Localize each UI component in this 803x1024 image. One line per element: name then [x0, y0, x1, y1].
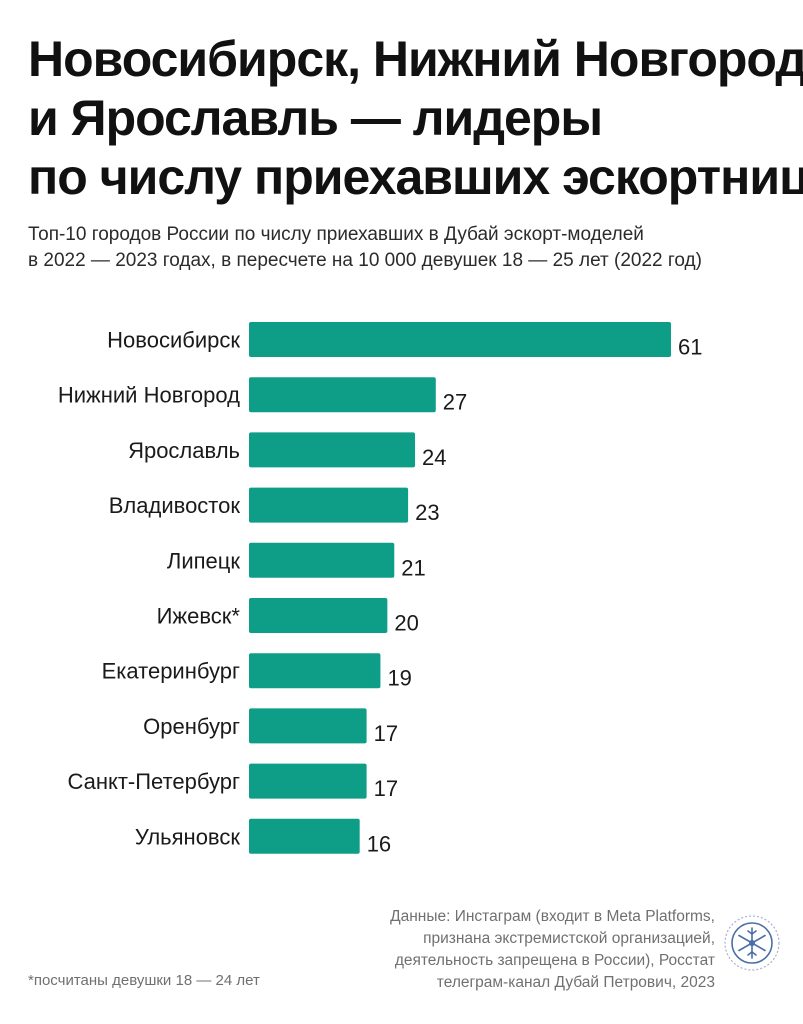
source-line: признана экстремистской организацией, [423, 930, 715, 947]
category-label: Ярославль [128, 438, 240, 463]
bar [249, 322, 671, 357]
value-label: 20 [394, 611, 418, 636]
title-line: Новосибирск, Нижний Новгород [28, 31, 803, 87]
value-label: 17 [374, 721, 398, 746]
bar [249, 653, 381, 689]
value-label: 16 [367, 831, 391, 856]
chart-subtitle: Топ-10 городов России по числу приехавши… [28, 222, 788, 274]
source-note: Данные: Инстаграм (входит в Meta Platfor… [390, 906, 715, 994]
bar [249, 487, 409, 523]
subtitle-line: в 2022 — 2023 годах, в пересчете на 10 0… [28, 250, 702, 271]
title-line: по числу приехавших эскортниц [28, 149, 803, 205]
snowflake-emblem-icon [724, 915, 780, 971]
source-line: деятельность запрещена в России), Росста… [394, 952, 715, 969]
category-label: Санкт-Петербург [67, 769, 240, 794]
bar [249, 708, 367, 744]
value-label: 19 [387, 666, 411, 691]
bar [249, 542, 395, 578]
source-line: телеграм-канал Дубай Петрович, 2023 [436, 974, 715, 991]
value-label: 23 [415, 500, 439, 525]
bar [249, 432, 416, 468]
category-label: Ижевск* [157, 604, 241, 629]
value-label: 21 [401, 555, 425, 580]
category-label: Оренбург [143, 714, 240, 739]
category-label: Новосибирск [107, 328, 240, 353]
footnote: *посчитаны девушки 18 — 24 лет [28, 972, 260, 989]
bar [249, 598, 388, 633]
bar [249, 818, 360, 854]
value-label: 24 [422, 445, 446, 470]
chart-title: Новосибирск, Нижний Новгород и Ярославль… [28, 30, 803, 207]
category-label: Ульяновск [135, 824, 241, 849]
category-label: Нижний Новгород [58, 383, 240, 408]
category-label: Липецк [167, 548, 240, 573]
value-label: 27 [443, 390, 467, 415]
bar [249, 377, 436, 413]
title-line: и Ярославль — лидеры [28, 90, 603, 146]
category-label: Екатеринбург [102, 659, 240, 684]
value-label: 17 [374, 776, 398, 801]
value-label: 61 [678, 335, 702, 360]
bar [249, 763, 367, 799]
category-label: Владивосток [109, 493, 241, 518]
source-line: Данные: Инстаграм (входит в Meta Platfor… [390, 908, 715, 925]
subtitle-line: Топ-10 городов России по числу приехавши… [28, 224, 644, 245]
